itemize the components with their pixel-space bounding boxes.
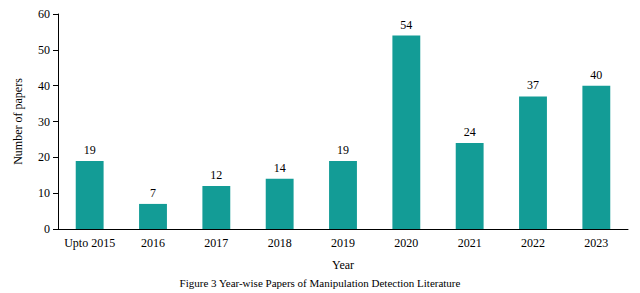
svg-text:Figure 3 Year-wise Papers of M: Figure 3 Year-wise Papers of Manipulatio… [180, 277, 461, 289]
svg-text:2019: 2019 [331, 236, 355, 250]
svg-text:19: 19 [337, 143, 349, 157]
svg-text:2022: 2022 [521, 236, 545, 250]
svg-text:2017: 2017 [204, 236, 228, 250]
svg-text:2018: 2018 [268, 236, 292, 250]
svg-text:2020: 2020 [394, 236, 418, 250]
svg-text:Upto 2015: Upto 2015 [64, 236, 115, 250]
svg-text:Number of papers: Number of papers [11, 78, 25, 165]
svg-text:37: 37 [527, 78, 539, 92]
svg-text:2021: 2021 [458, 236, 482, 250]
svg-text:19: 19 [84, 143, 96, 157]
svg-text:14: 14 [274, 161, 286, 175]
svg-text:50: 50 [38, 43, 50, 57]
svg-text:2016: 2016 [141, 236, 165, 250]
svg-text:30: 30 [38, 115, 50, 129]
svg-text:Year: Year [332, 258, 354, 272]
svg-text:0: 0 [44, 222, 50, 236]
svg-text:7: 7 [150, 186, 156, 200]
svg-text:12: 12 [210, 168, 222, 182]
svg-text:2023: 2023 [584, 236, 608, 250]
svg-text:10: 10 [38, 186, 50, 200]
svg-text:40: 40 [590, 68, 602, 82]
svg-text:24: 24 [464, 125, 476, 139]
svg-text:60: 60 [38, 7, 50, 21]
svg-text:40: 40 [38, 79, 50, 93]
svg-text:54: 54 [400, 18, 412, 32]
svg-text:20: 20 [38, 150, 50, 164]
